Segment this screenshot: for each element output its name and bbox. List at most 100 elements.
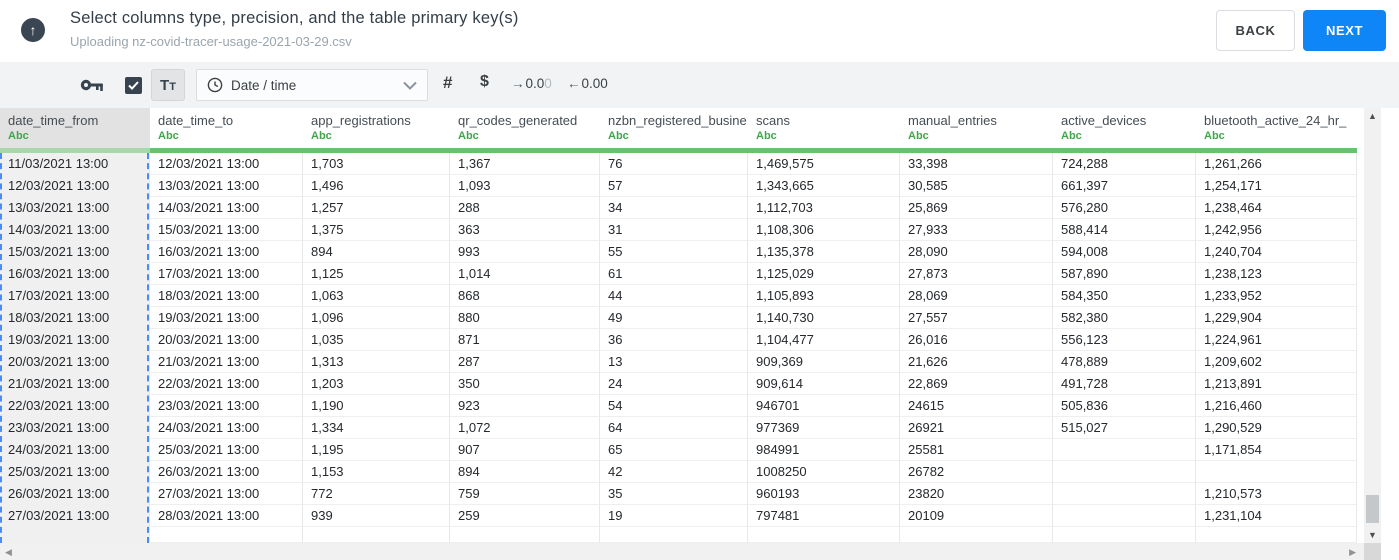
cell: 939 xyxy=(303,505,450,527)
column-name: date_time_to xyxy=(158,113,234,128)
column-type-label: Abc xyxy=(608,130,629,142)
cell: 17/03/2021 13:00 xyxy=(150,263,303,285)
table-row: 12/03/2021 13:00 13/03/2021 13:00 1,496 1,0… xyxy=(0,175,1357,197)
column-header-manual_entries[interactable]: manual_entries Abc xyxy=(900,108,1053,153)
horizontal-scrollbar[interactable]: ◀ ▶ xyxy=(0,543,1364,560)
column-header-qr_codes_generated[interactable]: qr_codes_generated Abc xyxy=(450,108,600,153)
cell xyxy=(1053,483,1196,505)
cell: 576,280 xyxy=(1053,197,1196,219)
scroll-right-icon[interactable]: ▶ xyxy=(1349,547,1356,557)
cell: 25/03/2021 13:00 xyxy=(150,439,303,461)
vertical-scrollbar[interactable]: ▲ ▼ xyxy=(1364,108,1381,543)
cell: 588,414 xyxy=(1053,219,1196,241)
column-format-toolbar: TT Date / time # $ →0.00 ←0.00 xyxy=(0,62,1399,108)
chevron-down-icon xyxy=(403,81,417,90)
cell: 1,703 xyxy=(303,153,450,175)
cell: 24/03/2021 13:00 xyxy=(150,417,303,439)
cell: 977369 xyxy=(748,417,900,439)
next-button[interactable]: NEXT xyxy=(1303,10,1386,51)
cell: 582,380 xyxy=(1053,307,1196,329)
table-row: 22/03/2021 13:00 23/03/2021 13:00 1,190 923… xyxy=(0,395,1357,417)
cell: 1,135,378 xyxy=(748,241,900,263)
scrollbar-corner xyxy=(1364,543,1381,560)
cell: 1,105,893 xyxy=(748,285,900,307)
table-row: 21/03/2021 13:00 22/03/2021 13:00 1,203 350… xyxy=(0,373,1357,395)
primary-key-icon[interactable] xyxy=(80,78,104,92)
cell: 1,140,730 xyxy=(748,307,900,329)
check-icon xyxy=(128,81,139,90)
cell xyxy=(600,527,748,543)
table-row: 11/03/2021 13:00 12/03/2021 13:00 1,703 1,3… xyxy=(0,153,1357,175)
cell: 23820 xyxy=(900,483,1053,505)
cell xyxy=(900,527,1053,543)
upload-filename: Uploading nz-covid-tracer-usage-2021-03-… xyxy=(70,34,352,49)
column-header-app_registrations[interactable]: app_registrations Abc xyxy=(303,108,450,153)
cell: 31 xyxy=(600,219,748,241)
cell: 594,008 xyxy=(1053,241,1196,263)
cell: 26782 xyxy=(900,461,1053,483)
cell: 1,209,602 xyxy=(1196,351,1357,373)
column-type-label: Abc xyxy=(908,130,929,142)
cell: 28,069 xyxy=(900,285,1053,307)
cell: 1,261,266 xyxy=(1196,153,1357,175)
column-header-date_time_from[interactable]: date_time_from Abc xyxy=(0,108,150,153)
cell: 55 xyxy=(600,241,748,263)
upload-icon: ↑ xyxy=(21,18,45,42)
scroll-up-icon[interactable]: ▲ xyxy=(1368,111,1377,121)
table-row: 18/03/2021 13:00 19/03/2021 13:00 1,096 880… xyxy=(0,307,1357,329)
cell: 16/03/2021 13:00 xyxy=(0,263,150,285)
column-type-bar xyxy=(150,148,303,153)
cell: 1,190 xyxy=(303,395,450,417)
table-row: 25/03/2021 13:00 26/03/2021 13:00 1,153 894… xyxy=(0,461,1357,483)
column-type-dropdown[interactable]: Date / time xyxy=(196,69,428,101)
table-row: 24/03/2021 13:00 25/03/2021 13:00 1,195 907… xyxy=(0,439,1357,461)
cell: 1,195 xyxy=(303,439,450,461)
cell: 1,112,703 xyxy=(748,197,900,219)
scroll-left-icon[interactable]: ◀ xyxy=(5,547,12,557)
scroll-down-icon[interactable]: ▼ xyxy=(1368,530,1377,540)
cell: 11/03/2021 13:00 xyxy=(0,153,150,175)
back-button[interactable]: BACK xyxy=(1216,10,1295,51)
column-header-date_time_to[interactable]: date_time_to Abc xyxy=(150,108,303,153)
cell: 24 xyxy=(600,373,748,395)
cell: 26921 xyxy=(900,417,1053,439)
cell: 1,014 xyxy=(450,263,600,285)
column-header-scans[interactable]: scans Abc xyxy=(748,108,900,153)
cell: 1,254,171 xyxy=(1196,175,1357,197)
currency-type-icon[interactable]: $ xyxy=(480,73,489,90)
data-preview-table: date_time_from Abc date_time_to Abc app_regi… xyxy=(0,108,1399,560)
column-header-bluetooth_active_24_hr_[interactable]: bluetooth_active_24_hr_ Abc xyxy=(1196,108,1357,153)
cell: 13 xyxy=(600,351,748,373)
cell: 19 xyxy=(600,505,748,527)
cell: 49 xyxy=(600,307,748,329)
column-header-active_devices[interactable]: active_devices Abc xyxy=(1053,108,1196,153)
cell: 28/03/2021 13:00 xyxy=(150,505,303,527)
cell: 907 xyxy=(450,439,600,461)
increase-decimal-button[interactable]: →0.00 xyxy=(511,76,552,91)
cell xyxy=(450,527,600,543)
cell: 26/03/2021 13:00 xyxy=(150,461,303,483)
cell: 871 xyxy=(450,329,600,351)
column-type-bar xyxy=(600,148,748,153)
cell: 16/03/2021 13:00 xyxy=(150,241,303,263)
cell: 1,210,573 xyxy=(1196,483,1357,505)
cell: 12/03/2021 13:00 xyxy=(150,153,303,175)
cell: 1,125 xyxy=(303,263,450,285)
cell: 21/03/2021 13:00 xyxy=(150,351,303,373)
table-row: 19/03/2021 13:00 20/03/2021 13:00 1,035 871… xyxy=(0,329,1357,351)
column-header-nzbn_registered_busine[interactable]: nzbn_registered_busine Abc xyxy=(600,108,748,153)
cell: 556,123 xyxy=(1053,329,1196,351)
number-type-icon[interactable]: # xyxy=(443,73,453,92)
cell: 1,469,575 xyxy=(748,153,900,175)
cell: 1,233,952 xyxy=(1196,285,1357,307)
column-enabled-checkbox[interactable] xyxy=(125,77,142,94)
decrease-decimal-button[interactable]: ←0.00 xyxy=(567,76,608,91)
vertical-scroll-thumb[interactable] xyxy=(1366,495,1379,523)
cell xyxy=(1196,461,1357,483)
cell: 946701 xyxy=(748,395,900,417)
cell: 661,397 xyxy=(1053,175,1196,197)
cell: 76 xyxy=(600,153,748,175)
cell: 15/03/2021 13:00 xyxy=(0,241,150,263)
table-row: 17/03/2021 13:00 18/03/2021 13:00 1,063 868… xyxy=(0,285,1357,307)
text-type-button[interactable]: TT xyxy=(151,69,185,101)
